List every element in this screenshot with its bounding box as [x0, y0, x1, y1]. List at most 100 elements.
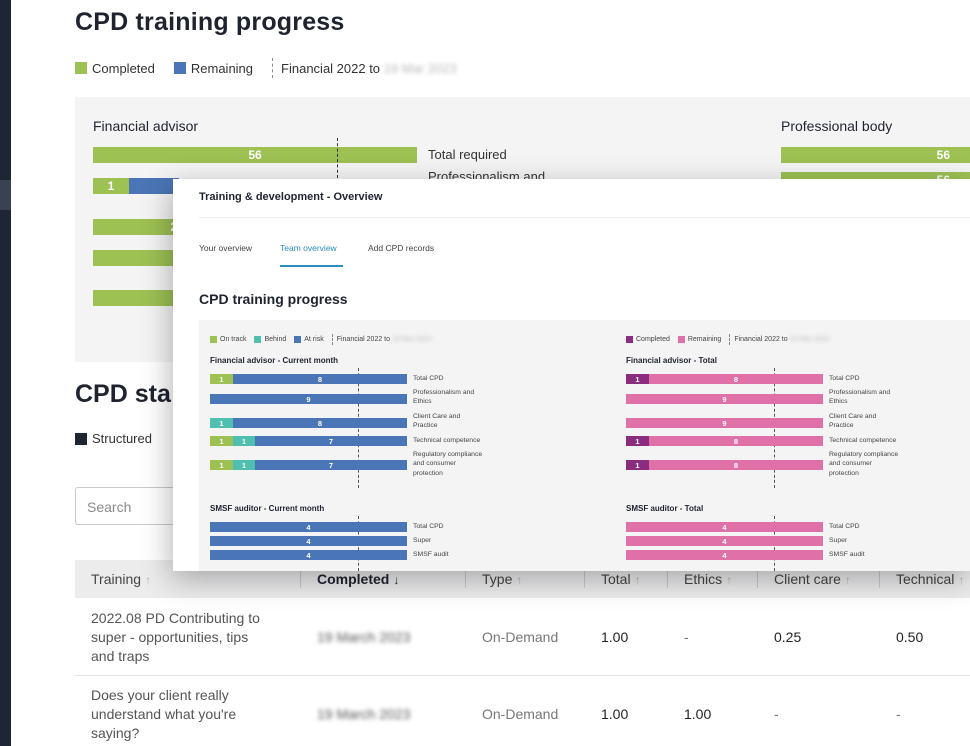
- label-line: Ethics: [829, 398, 848, 406]
- training-type: On-Demand: [482, 706, 559, 722]
- regulatory-completed-bar: [93, 290, 183, 306]
- technical-hours: -: [896, 706, 901, 722]
- col-client-care[interactable]: Client care ↑: [774, 571, 851, 587]
- cpd-status-heading: CPD sta: [75, 380, 171, 408]
- fa-month-technical-remaining-bar: 7: [255, 436, 407, 446]
- smsf-month-audit-bar: 4: [210, 550, 407, 560]
- legend-period-end: 19 Mar 2023: [391, 335, 432, 343]
- at-risk-swatch: [294, 335, 302, 343]
- col-total-label: Total: [601, 571, 631, 587]
- col-training-label: Training: [91, 571, 142, 587]
- col-divider: [584, 570, 585, 588]
- training-name-line: understand what you're: [91, 706, 237, 722]
- tab-team-overview[interactable]: Team overview: [280, 243, 337, 253]
- col-divider: [757, 570, 758, 588]
- label-line: Client Care and: [413, 413, 461, 420]
- smsf-total-title: SMSF auditor - Total: [626, 504, 704, 513]
- fa-month-clientcare-remaining-bar: 8: [233, 418, 407, 428]
- label-line: Ethics: [413, 398, 432, 406]
- col-ethics[interactable]: Ethics ↑: [684, 571, 732, 587]
- fa-month-total-done-bar: 1: [210, 374, 233, 384]
- legend-completed-label: Completed: [92, 60, 155, 76]
- sort-up-icon: ↑: [634, 573, 641, 587]
- legend-period-end: 19 Mar 2023: [383, 60, 457, 76]
- status-legend: On track Behind At risk Financial 2022 t…: [210, 333, 431, 345]
- ethics-hours: 1.00: [684, 706, 712, 722]
- remaining-swatch: [677, 335, 685, 343]
- fa-month-ethics-remaining-bar: 9: [210, 394, 407, 404]
- fa-month-row-label: Professionalism and Ethics: [413, 388, 474, 407]
- legend-remaining-label: Remaining: [687, 335, 722, 343]
- fa-month-row-label: Total CPD: [413, 375, 444, 382]
- legend-period-prefix: Financial 2022 to: [734, 335, 788, 343]
- tab-add-cpd-records[interactable]: Add CPD records: [368, 243, 435, 253]
- fa-total-row-label: Total CPD: [829, 375, 860, 382]
- col-divider: [879, 570, 880, 588]
- col-training[interactable]: Training ↑: [91, 571, 151, 587]
- technical-hours: 0.50: [896, 629, 924, 645]
- progress-legend: Completed Remaining Financial 2022 to 19…: [75, 58, 457, 78]
- training-name-line: Does your client really: [91, 687, 229, 703]
- professional-body-heading: Professional body: [781, 118, 893, 134]
- fa-total-regulatory-done-bar: 1: [626, 460, 649, 470]
- training-name[interactable]: 2022.08 PD Contributing to super - oppor…: [91, 609, 260, 666]
- total-hours: 1.00: [601, 706, 629, 722]
- fa-month-technical-behind-bar: 1: [233, 436, 255, 446]
- professionalism-remaining-bar: [129, 178, 179, 194]
- training-type: On-Demand: [482, 629, 559, 645]
- fa-month-row-label: Regulatory compliance and consumer protect…: [413, 450, 482, 478]
- fa-month-regulatory-remaining-bar: 7: [255, 460, 407, 470]
- col-completed[interactable]: Completed ↓: [317, 571, 399, 587]
- fa-total-regulatory-remaining-bar: 8: [649, 460, 823, 470]
- total-legend: Completed Remaining Financial 2022 to 19…: [626, 333, 829, 345]
- col-type-label: Type: [482, 571, 513, 587]
- total-required-label: Total required: [428, 147, 507, 162]
- col-total[interactable]: Total ↑: [601, 571, 641, 587]
- col-type[interactable]: Type ↑: [482, 571, 522, 587]
- col-ethics-label: Ethics: [684, 571, 723, 587]
- smsf-month-total-bar: 4: [210, 522, 407, 532]
- label-line: Practice: [829, 422, 854, 430]
- page-title: CPD training progress: [75, 8, 345, 36]
- col-client-care-label: Client care: [774, 571, 841, 587]
- fa-total-total-done-bar: 1: [626, 374, 649, 384]
- sort-down-icon: ↓: [393, 573, 400, 587]
- tab-your-overview[interactable]: Your overview: [199, 243, 253, 253]
- table-row[interactable]: 2022.08 PD Contributing to super - oppor…: [75, 598, 970, 676]
- type-legend: Structured: [75, 431, 152, 446]
- total-required-bar: 56: [93, 147, 417, 163]
- fa-total-title: Financial advisor - Total: [626, 356, 717, 365]
- sort-up-icon: ↑: [145, 573, 152, 587]
- label-line: Regulatory compliance: [829, 451, 899, 458]
- training-name-line: super - opportunities, tips: [91, 629, 249, 645]
- fa-month-row-label: Technical competence: [413, 437, 481, 444]
- team-overview-window: Training & development - Overview Your o…: [173, 179, 970, 571]
- col-divider: [300, 570, 301, 588]
- overview-heading: CPD training progress: [199, 291, 348, 307]
- fa-total-row-label: Professionalism and Ethics: [829, 388, 890, 407]
- fa-month-technical-done-bar: 1: [210, 436, 233, 446]
- fa-total-row-label: Technical competence: [829, 437, 897, 444]
- training-name[interactable]: Does your client really understand what …: [91, 686, 236, 743]
- smsf-current-month-title: SMSF auditor - Current month: [210, 504, 325, 513]
- smsf-total-row-label: SMSF audit: [829, 551, 865, 558]
- training-name-line: saying?: [91, 725, 140, 741]
- smsf-total-row-label: Super: [829, 537, 848, 544]
- label-line: protection: [829, 469, 859, 477]
- pb-total-required-bar: 56: [781, 147, 970, 163]
- col-technical[interactable]: Technical ↑: [896, 571, 964, 587]
- label-line: Professionalism and: [829, 389, 891, 396]
- search-input[interactable]: Search: [75, 487, 185, 525]
- structured-label: Structured: [92, 431, 152, 446]
- table-row[interactable]: Does your client really understand what …: [75, 676, 970, 746]
- legend-divider: [331, 333, 333, 345]
- legend-divider: [729, 333, 731, 345]
- legend-remaining: Remaining: [173, 61, 253, 76]
- total-hours: 1.00: [601, 629, 629, 645]
- sidebar-rail: [0, 0, 11, 746]
- legend-on-track-label: On track: [220, 335, 247, 343]
- smsf-total-super-bar: 4: [626, 536, 823, 546]
- fa-total-ethics-remaining-bar: 9: [626, 394, 823, 404]
- legend-period-prefix: Financial 2022 to: [336, 335, 391, 343]
- label-line: Practice: [413, 422, 438, 430]
